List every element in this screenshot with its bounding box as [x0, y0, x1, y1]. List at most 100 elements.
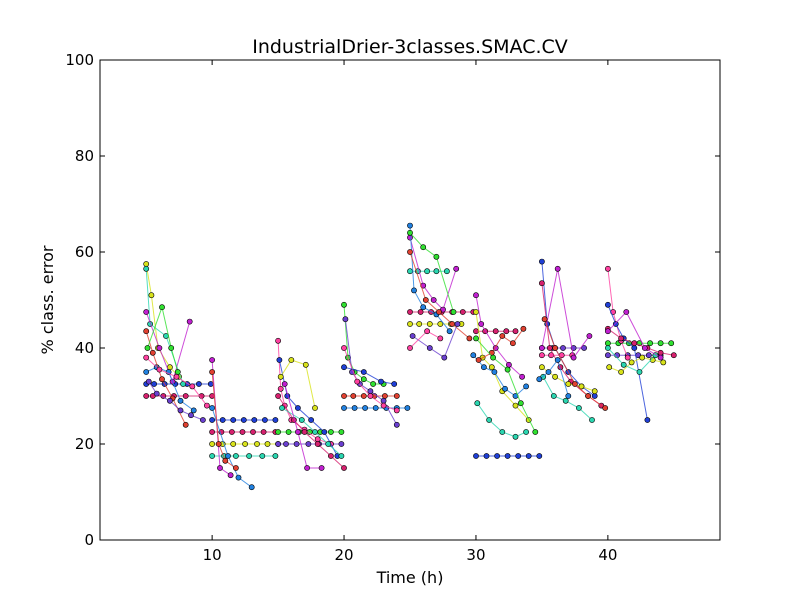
data-point — [351, 405, 358, 411]
data-point — [407, 249, 413, 255]
data-point — [628, 359, 635, 366]
data-point — [539, 345, 545, 351]
data-point — [227, 472, 234, 479]
data-point — [189, 383, 196, 390]
data-point — [606, 364, 613, 371]
data-point — [605, 301, 611, 308]
data-point — [570, 354, 577, 361]
data-point — [174, 369, 181, 375]
data-point — [321, 429, 328, 435]
data-point — [182, 393, 189, 399]
data-point — [308, 417, 314, 423]
series-21 — [275, 393, 347, 471]
data-point — [554, 265, 561, 272]
data-point — [159, 304, 165, 311]
data-point — [453, 265, 460, 272]
data-point — [589, 417, 595, 423]
data-point — [605, 340, 611, 347]
data-point — [502, 385, 508, 392]
data-point — [407, 321, 413, 327]
data-point — [350, 393, 357, 399]
data-point — [424, 268, 430, 275]
data-point — [473, 292, 479, 299]
data-point — [190, 407, 197, 414]
series-49 — [539, 352, 576, 359]
x-tick-label: 30 — [466, 546, 485, 564]
chart-title: IndustrialDrier-3classes.SMAC.CV — [252, 36, 568, 58]
data-point — [293, 441, 300, 447]
data-point — [275, 441, 281, 447]
data-point — [159, 376, 165, 383]
data-point — [341, 345, 347, 351]
data-point — [517, 400, 524, 407]
data-point — [143, 369, 150, 375]
data-point — [325, 441, 332, 447]
series-64 — [605, 309, 664, 361]
data-point — [620, 361, 627, 368]
data-point — [143, 309, 150, 315]
data-point — [539, 352, 545, 359]
data-point — [393, 407, 400, 414]
series-22 — [277, 357, 318, 411]
data-point — [585, 393, 591, 399]
tick-layer: 10 20 30 40 0 20 40 60 80 100 — [65, 51, 720, 564]
data-point — [143, 328, 150, 335]
data-point — [562, 397, 569, 404]
data-point — [581, 345, 587, 351]
data-point — [153, 390, 160, 397]
data-point — [301, 429, 308, 435]
data-point — [186, 318, 193, 325]
series-line — [280, 359, 316, 409]
data-point — [225, 453, 231, 459]
data-point — [483, 453, 490, 459]
series-29 — [341, 345, 400, 414]
data-point — [276, 357, 283, 363]
data-point — [554, 357, 561, 363]
series-line — [607, 311, 661, 359]
data-point — [631, 345, 638, 351]
y-tick-label: 0 — [84, 531, 94, 549]
data-point — [294, 429, 301, 435]
data-point — [591, 388, 598, 395]
data-point — [645, 352, 652, 359]
data-point — [381, 393, 388, 399]
data-point — [279, 405, 285, 411]
data-point — [560, 345, 566, 351]
data-point — [341, 405, 347, 411]
data-point — [209, 429, 215, 435]
data-point — [416, 321, 423, 327]
data-point — [407, 345, 413, 351]
data-point — [523, 383, 529, 390]
data-point — [305, 441, 312, 447]
data-point — [512, 433, 519, 440]
data-point — [380, 397, 387, 404]
data-point — [426, 321, 433, 327]
data-point — [578, 383, 585, 390]
data-point — [354, 378, 361, 385]
data-point — [657, 340, 664, 347]
data-point — [261, 417, 268, 423]
data-point — [539, 280, 545, 287]
data-point — [470, 352, 477, 359]
data-point — [182, 421, 189, 428]
series-36 — [407, 249, 473, 342]
data-point — [536, 453, 543, 459]
data-point — [360, 376, 367, 383]
series-42 — [473, 309, 532, 423]
data-point — [624, 354, 631, 361]
y-tick-label: 40 — [75, 339, 94, 357]
data-point — [372, 405, 379, 411]
data-point — [480, 364, 487, 371]
data-point — [259, 453, 266, 459]
y-axis-label: % class. error — [38, 245, 57, 354]
data-point — [235, 474, 242, 481]
x-axis-label: Time (h) — [376, 568, 444, 587]
data-point — [565, 381, 572, 387]
data-point — [523, 429, 529, 435]
data-point — [338, 441, 345, 447]
data-point — [546, 345, 553, 351]
data-point — [475, 357, 482, 363]
data-point — [473, 335, 479, 342]
data-point — [459, 309, 466, 315]
data-point — [552, 373, 558, 380]
